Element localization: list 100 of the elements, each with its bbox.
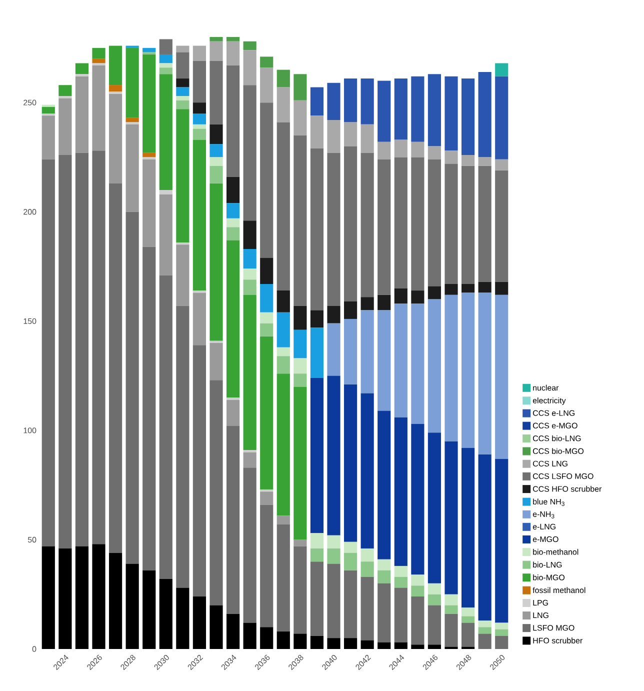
bar — [276, 516, 290, 524]
bar — [344, 552, 358, 570]
bar — [142, 48, 156, 52]
bar — [428, 432, 442, 584]
bar — [210, 144, 223, 158]
bar — [310, 116, 324, 148]
bar — [159, 68, 172, 74]
bar — [478, 282, 492, 293]
bar — [159, 194, 172, 276]
bar — [126, 118, 139, 122]
bar — [243, 85, 256, 221]
bar — [394, 566, 408, 577]
bar — [260, 323, 274, 336]
bar — [276, 312, 290, 348]
bar — [378, 642, 391, 649]
bar — [478, 292, 492, 454]
bar — [92, 58, 106, 64]
bar — [360, 562, 374, 577]
bar — [108, 94, 122, 184]
bar — [495, 636, 508, 649]
bar — [210, 61, 223, 124]
bar — [411, 644, 424, 649]
bar — [226, 400, 240, 426]
bar — [126, 124, 139, 212]
bar — [344, 146, 358, 302]
bar — [411, 142, 424, 158]
bar — [294, 100, 307, 136]
bar — [360, 310, 374, 394]
bar — [108, 183, 122, 553]
bar — [159, 54, 172, 64]
bar — [243, 452, 256, 468]
bar — [378, 142, 391, 160]
bar — [108, 46, 122, 86]
bar — [478, 166, 492, 282]
bar — [176, 46, 190, 52]
bar — [495, 76, 508, 160]
bar — [327, 152, 340, 306]
bar — [294, 74, 307, 100]
bar — [42, 546, 55, 649]
bar — [243, 220, 256, 250]
bar — [192, 596, 206, 649]
bar — [360, 124, 374, 153]
bar — [344, 318, 358, 385]
bar — [394, 288, 408, 304]
bar — [192, 124, 206, 129]
bar — [210, 157, 223, 166]
bar — [411, 76, 424, 142]
bar — [159, 579, 172, 649]
bar — [310, 310, 324, 328]
bar — [176, 588, 190, 649]
bar — [276, 87, 290, 122]
bar — [294, 330, 307, 358]
bar — [428, 146, 442, 160]
bar — [411, 157, 424, 291]
bar — [344, 384, 358, 542]
bar — [142, 54, 156, 153]
bar — [176, 87, 190, 96]
bar — [294, 546, 307, 634]
bar — [260, 102, 274, 258]
bar — [75, 546, 89, 649]
bar — [276, 290, 290, 312]
bar — [142, 152, 156, 158]
bar — [344, 542, 358, 553]
bar — [226, 614, 240, 649]
bar — [42, 116, 55, 160]
bar — [176, 242, 190, 245]
bar — [327, 120, 340, 153]
bar — [176, 100, 190, 110]
bar — [444, 164, 458, 284]
bar — [378, 159, 391, 295]
bar — [210, 380, 223, 606]
bar — [327, 306, 340, 324]
bar — [192, 292, 206, 346]
bar — [378, 294, 391, 310]
bar — [226, 65, 240, 177]
bar — [58, 85, 72, 96]
bar — [444, 150, 458, 164]
bar — [394, 78, 408, 140]
bar — [394, 140, 408, 158]
bar — [378, 410, 391, 560]
bar — [378, 583, 391, 642]
bar — [310, 378, 324, 534]
bar — [192, 61, 206, 103]
bar — [243, 50, 256, 86]
bar — [344, 570, 358, 638]
bar — [92, 544, 106, 649]
bar — [360, 640, 374, 649]
bar — [327, 535, 340, 548]
bar — [260, 56, 274, 68]
bar — [444, 76, 458, 151]
bar — [126, 564, 139, 649]
bar — [378, 559, 391, 570]
bar — [210, 124, 223, 144]
bar — [344, 638, 358, 649]
bar — [411, 290, 424, 304]
bar — [478, 634, 492, 649]
bar — [310, 548, 324, 562]
bar — [276, 374, 290, 516]
bar — [294, 374, 307, 387]
bar — [444, 605, 458, 614]
